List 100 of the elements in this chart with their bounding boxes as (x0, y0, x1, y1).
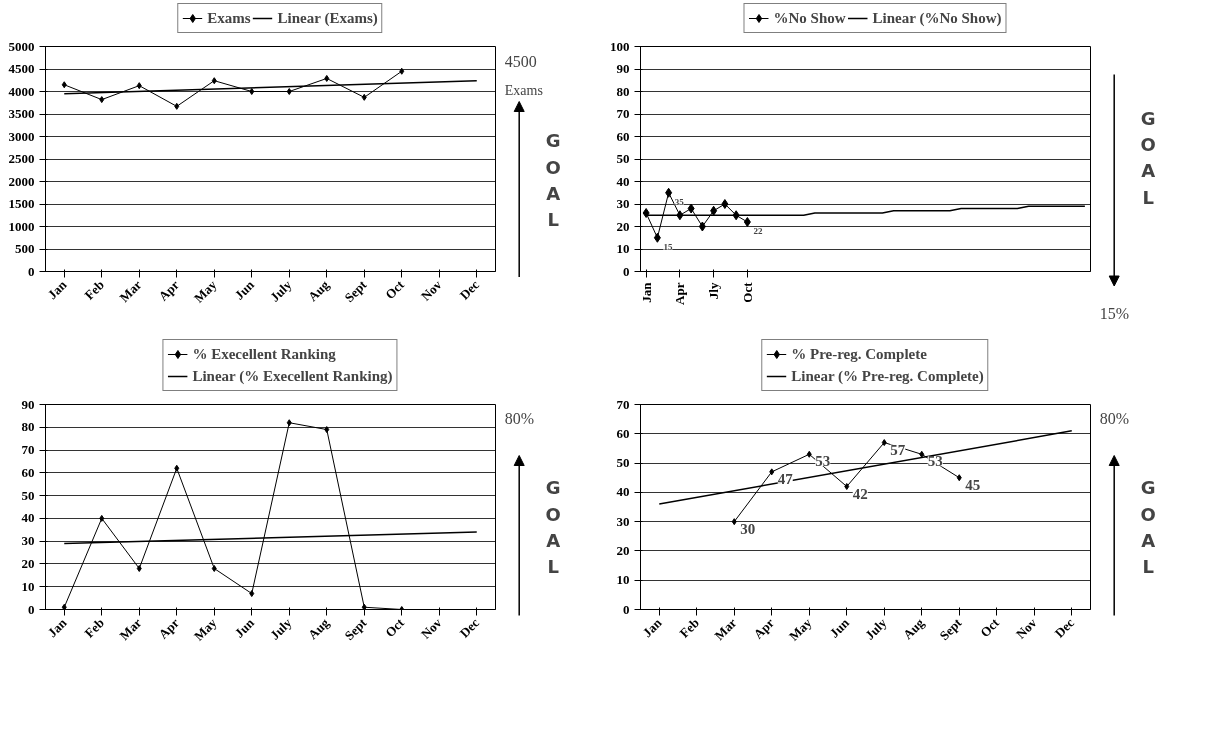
legend-label: Exams (207, 9, 251, 27)
y-tick-label: 10 (616, 241, 630, 256)
text: GOAL (1140, 107, 1156, 208)
y-tick-label: 2000 (8, 173, 35, 189)
y-tick-label: 90 (616, 61, 630, 76)
y-tick-label: 10 (616, 572, 630, 588)
text: 80% (504, 410, 535, 428)
y-tick-label: 4000 (8, 83, 35, 99)
legend-label: %No Show (773, 9, 846, 27)
x-tick-label: Dec (456, 615, 483, 641)
y-tick-label: 30 (616, 196, 630, 211)
y-tick-label: 70 (616, 396, 630, 412)
text: GOAL (545, 477, 561, 578)
x-tick-label: Feb (81, 615, 108, 641)
x-tick-label: Aug (305, 614, 333, 643)
x-tick-label: Mar (116, 277, 145, 306)
x-tick-label: July (862, 614, 890, 643)
y-tick-label: 100 (610, 38, 630, 54)
y-tick-label: 90 (21, 396, 35, 412)
legend-label: Linear (% Execellent Ranking) (192, 367, 393, 385)
y-tick-label: 60 (616, 425, 630, 441)
y-tick-label: 10 (21, 578, 35, 594)
legend-label: Linear (Exams) (277, 9, 378, 27)
x-tick-label: Sept (341, 614, 371, 644)
data-label: 22 (753, 226, 763, 236)
data-label: 42 (852, 485, 868, 502)
x-tick-label: Feb (81, 277, 108, 303)
x-tick-label: Jly (706, 282, 722, 300)
y-tick-label: 1000 (8, 218, 35, 234)
text: 4500 (504, 52, 537, 70)
x-tick-label: Mar (711, 615, 740, 644)
text: GOAL (545, 130, 561, 231)
x-tick-label: July (267, 276, 295, 305)
data-label: 47 (777, 470, 794, 487)
y-tick-label: 1500 (8, 196, 35, 211)
x-tick-label: May (191, 614, 220, 644)
y-tick-label: 40 (616, 173, 630, 189)
legend-label: % Pre-reg. Complete (791, 345, 927, 363)
y-tick-label: 500 (15, 241, 35, 256)
y-tick-label: 5000 (8, 38, 35, 54)
data-label: 30 (740, 520, 756, 537)
x-tick-label: Nov (418, 276, 445, 304)
y-tick-label: 60 (616, 128, 630, 144)
y-tick-label: 0 (28, 263, 35, 279)
data-label: 35 (674, 196, 685, 207)
y-tick-label: 50 (616, 455, 630, 471)
x-tick-label: Aug (900, 614, 928, 643)
x-tick-label: Jan (639, 614, 666, 641)
y-tick-label: 3000 (8, 128, 35, 144)
text: 80% (1099, 410, 1130, 428)
x-tick-label: Sept (341, 276, 371, 306)
y-tick-label: 60 (21, 464, 35, 480)
x-tick-label: Oct (382, 614, 408, 641)
x-tick-label: Feb (676, 615, 703, 641)
x-tick-label: Jan (44, 614, 71, 641)
x-tick-label: Mar (116, 615, 145, 644)
x-tick-label: Apr (750, 615, 778, 642)
x-tick-label: Dec (456, 277, 483, 303)
y-tick-label: 30 (21, 533, 35, 549)
data-label: 53 (927, 453, 943, 470)
x-tick-label: Jun (231, 276, 258, 303)
x-tick-label: Dec (1051, 615, 1078, 641)
x-tick-label: Aug (305, 276, 333, 305)
x-tick-label: Jan (44, 276, 71, 303)
y-tick-label: 80 (21, 419, 35, 435)
x-tick-label: Jun (826, 614, 853, 641)
x-tick-label: May (786, 614, 815, 644)
y-tick-label: 70 (21, 442, 35, 458)
y-tick-label: 40 (616, 484, 630, 500)
text: Exams (504, 82, 543, 98)
data-label: 15 (663, 241, 673, 252)
x-tick-label: Apr (672, 282, 688, 305)
y-tick-label: 0 (623, 263, 630, 279)
data-label: 57 (890, 441, 906, 458)
y-tick-label: 70 (616, 106, 630, 121)
text: GOAL (1140, 477, 1156, 578)
data-label: 53 (815, 453, 831, 470)
y-tick-label: 20 (616, 542, 630, 558)
x-tick-label: Oct (739, 281, 755, 303)
y-tick-label: 40 (21, 510, 35, 526)
y-tick-label: 2500 (8, 151, 35, 166)
x-tick-label: Nov (1013, 614, 1040, 642)
x-tick-label: Oct (382, 276, 408, 303)
x-tick-label: Oct (977, 614, 1003, 641)
x-tick-label: Nov (418, 614, 445, 642)
y-tick-label: 4500 (8, 61, 35, 76)
y-tick-label: 3500 (8, 106, 35, 121)
x-tick-label: May (191, 276, 220, 306)
x-tick-label: Sept (936, 614, 966, 644)
y-tick-label: 0 (623, 601, 630, 617)
x-tick-label: Jan (638, 281, 654, 303)
legend-label: Linear (% Pre-reg. Complete) (791, 367, 984, 385)
legend-label: Linear (%No Show) (872, 9, 1002, 27)
legend-label: % Execellent Ranking (192, 345, 336, 363)
x-tick-label: July (267, 614, 295, 643)
text: 15% (1099, 304, 1130, 322)
x-tick-label: Jun (231, 614, 258, 641)
y-tick-label: 50 (21, 487, 35, 503)
x-tick-label: Apr (155, 277, 183, 304)
x-tick-label: Apr (155, 615, 183, 642)
